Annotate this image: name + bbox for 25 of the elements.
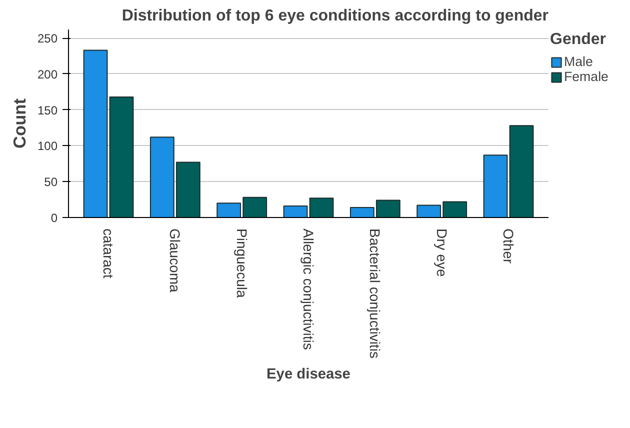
x-tick-label: Bacterial conjuctivitis [367,228,384,358]
x-tick-label: Glaucoma [167,228,184,293]
y-tick-label: 100 [37,139,58,154]
legend-label: Male [564,54,593,69]
y-tick-label: 200 [37,67,58,82]
bar [283,206,308,218]
bar [309,198,334,218]
y-tick-label: 250 [37,32,58,46]
bar [83,50,108,218]
bar [109,96,134,218]
y-tick-label: 50 [44,175,58,190]
legend-title: Gender [550,31,608,49]
x-tick-label: Other [500,228,516,264]
x-tick-label: Allergic conjuctivitis [300,228,316,350]
x-tick-label: Pinguecula [234,228,250,298]
chart-title: Distribution of top 6 eye conditions according to gender [122,8,548,24]
x-axis-title: Eye disease [266,366,350,382]
legend-label: Female [564,69,608,84]
y-tick-label: 0 [50,211,58,225]
y-tick-label: 150 [37,103,58,118]
x-tick-label: cataract [100,228,116,278]
bar [509,125,534,218]
x-tick-label: Dry eye [434,228,450,277]
bar [483,154,508,218]
y-axis-title: Count [9,98,30,149]
